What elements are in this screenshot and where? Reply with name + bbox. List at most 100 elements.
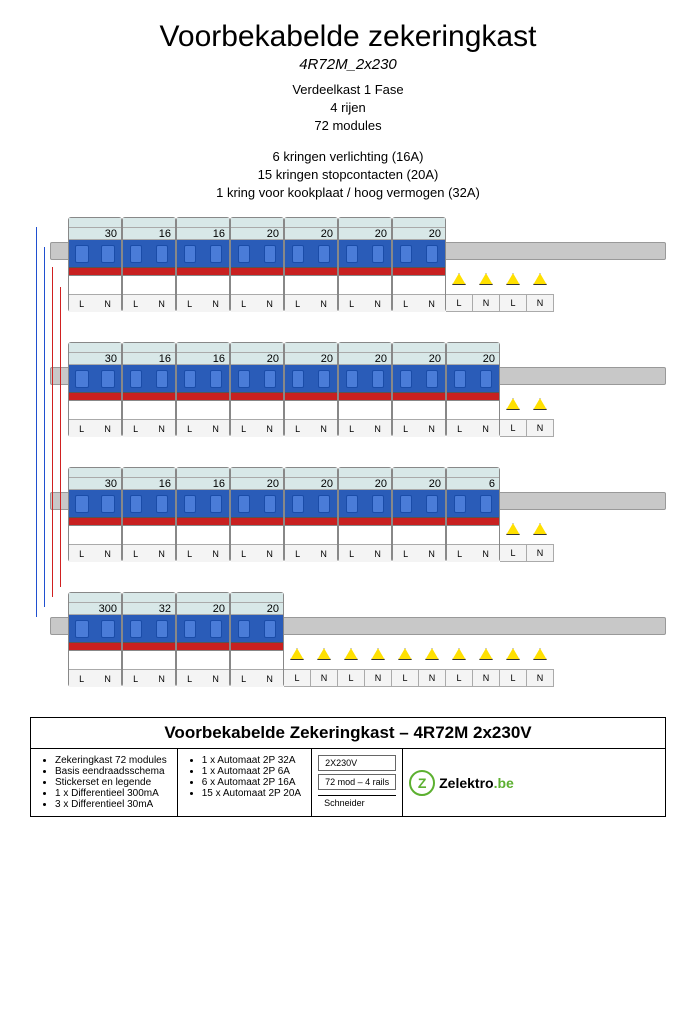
terminals: LN <box>231 419 283 437</box>
circuit-breaker: 20 LN <box>338 342 392 437</box>
toggle-switches <box>447 490 499 518</box>
warning-icon <box>344 648 358 660</box>
toggle-switches <box>231 240 283 268</box>
brand-label <box>123 268 175 276</box>
warning-icon <box>506 648 520 660</box>
brand-label <box>285 268 337 276</box>
footer-col-2: 1 x Automaat 2P 32A1 x Automaat 2P 6A6 x… <box>178 749 312 816</box>
warning-module: N <box>473 592 500 687</box>
brand-label <box>393 268 445 276</box>
terminals: LN <box>69 294 121 312</box>
circuit-breaker: 20 LN <box>338 217 392 312</box>
terminals: LN <box>447 544 499 562</box>
breaker-row: 30 LN 16 LN 16 LN 20 LN 20 <box>30 217 666 312</box>
warning-icon <box>506 273 520 285</box>
toggle-switches <box>393 240 445 268</box>
brand-label <box>123 643 175 651</box>
brand-label <box>69 518 121 526</box>
warning-module: L <box>284 592 311 687</box>
warning-icon <box>506 398 520 410</box>
terminals: LN <box>123 544 175 562</box>
terminals: LN <box>123 419 175 437</box>
toggle-switches <box>339 365 391 393</box>
brand-label <box>231 268 283 276</box>
breaker-row: 30 LN 16 LN 16 LN 20 LN 20 <box>30 467 666 562</box>
brand-label <box>69 268 121 276</box>
amp-rating: 16 <box>123 478 175 490</box>
brand-label <box>177 393 229 401</box>
toggle-switches <box>339 240 391 268</box>
toggle-switches <box>123 615 175 643</box>
brand-label <box>447 393 499 401</box>
circuit-breaker: 20 LN <box>284 342 338 437</box>
footer-tags: 2X230V 72 mod – 4 rails Schneider <box>312 749 403 816</box>
circuit-breaker: 20 LN <box>338 467 392 562</box>
warning-icon <box>533 523 547 535</box>
warning-module: L <box>446 592 473 687</box>
circuit-breaker: 20 LN <box>284 467 338 562</box>
amp-rating: 20 <box>339 353 391 365</box>
brand-label <box>177 268 229 276</box>
warning-module: L <box>446 217 473 312</box>
amp-rating: 20 <box>285 353 337 365</box>
amp-rating: 20 <box>177 603 229 615</box>
circuit-breaker: 20 LN <box>230 592 284 687</box>
page-subtitle: 4R72M_2x230 <box>30 56 666 73</box>
amp-rating: 16 <box>177 228 229 240</box>
toggle-switches <box>69 365 121 393</box>
warning-module: L <box>392 592 419 687</box>
warning-icon <box>317 648 331 660</box>
amp-rating: 20 <box>339 478 391 490</box>
terminals: LN <box>447 419 499 437</box>
brand-label <box>231 393 283 401</box>
toggle-switches <box>69 490 121 518</box>
terminals: LN <box>123 669 175 687</box>
toggle-switches <box>123 365 175 393</box>
circuit-breaker: 16 LN <box>122 467 176 562</box>
brand-label <box>339 268 391 276</box>
brand-label <box>69 393 121 401</box>
logo: Z Zelektro.be <box>403 749 520 816</box>
amp-rating: 16 <box>123 353 175 365</box>
warning-icon <box>398 648 412 660</box>
toggle-switches <box>339 490 391 518</box>
differential-breaker: 30 LN <box>68 217 122 312</box>
circuit-breaker: 20 LN <box>176 592 230 687</box>
differential-breaker: 300 LN <box>68 592 122 687</box>
toggle-switches <box>231 490 283 518</box>
toggle-switches <box>285 240 337 268</box>
terminals: LN <box>177 669 229 687</box>
differential-breaker: 30 LN <box>68 467 122 562</box>
warning-icon <box>425 648 439 660</box>
amp-rating: 30 <box>69 478 121 490</box>
brand-label <box>69 643 121 651</box>
warning-module: L <box>500 592 527 687</box>
warning-module: N <box>473 217 500 312</box>
toggle-switches <box>69 240 121 268</box>
warning-module: N <box>527 592 554 687</box>
toggle-switches <box>123 490 175 518</box>
toggle-switches <box>285 365 337 393</box>
amp-rating: 20 <box>285 228 337 240</box>
toggle-switches <box>177 490 229 518</box>
brand-label <box>339 518 391 526</box>
breaker-diagram: 30 LN 16 LN 16 LN 20 LN 20 <box>30 217 666 687</box>
brand-label <box>231 643 283 651</box>
amp-rating: 6 <box>447 478 499 490</box>
amp-rating: 20 <box>231 478 283 490</box>
brand-label <box>123 393 175 401</box>
warning-icon <box>371 648 385 660</box>
warning-icon <box>479 648 493 660</box>
terminals: LN <box>231 669 283 687</box>
toggle-switches <box>393 490 445 518</box>
breaker-row: 300 LN 32 LN 20 LN 20 LN L N L <box>30 592 666 687</box>
circuit-breaker: 6 LN <box>446 467 500 562</box>
footer-col-1: Zekeringkast 72 modulesBasis eendraadssc… <box>31 749 178 816</box>
warning-module: N <box>311 592 338 687</box>
terminals: LN <box>339 294 391 312</box>
circuit-breaker: 20 LN <box>230 467 284 562</box>
circuit-breaker: 16 LN <box>176 217 230 312</box>
amp-rating: 16 <box>123 228 175 240</box>
amp-rating: 20 <box>339 228 391 240</box>
warning-module: L <box>338 592 365 687</box>
